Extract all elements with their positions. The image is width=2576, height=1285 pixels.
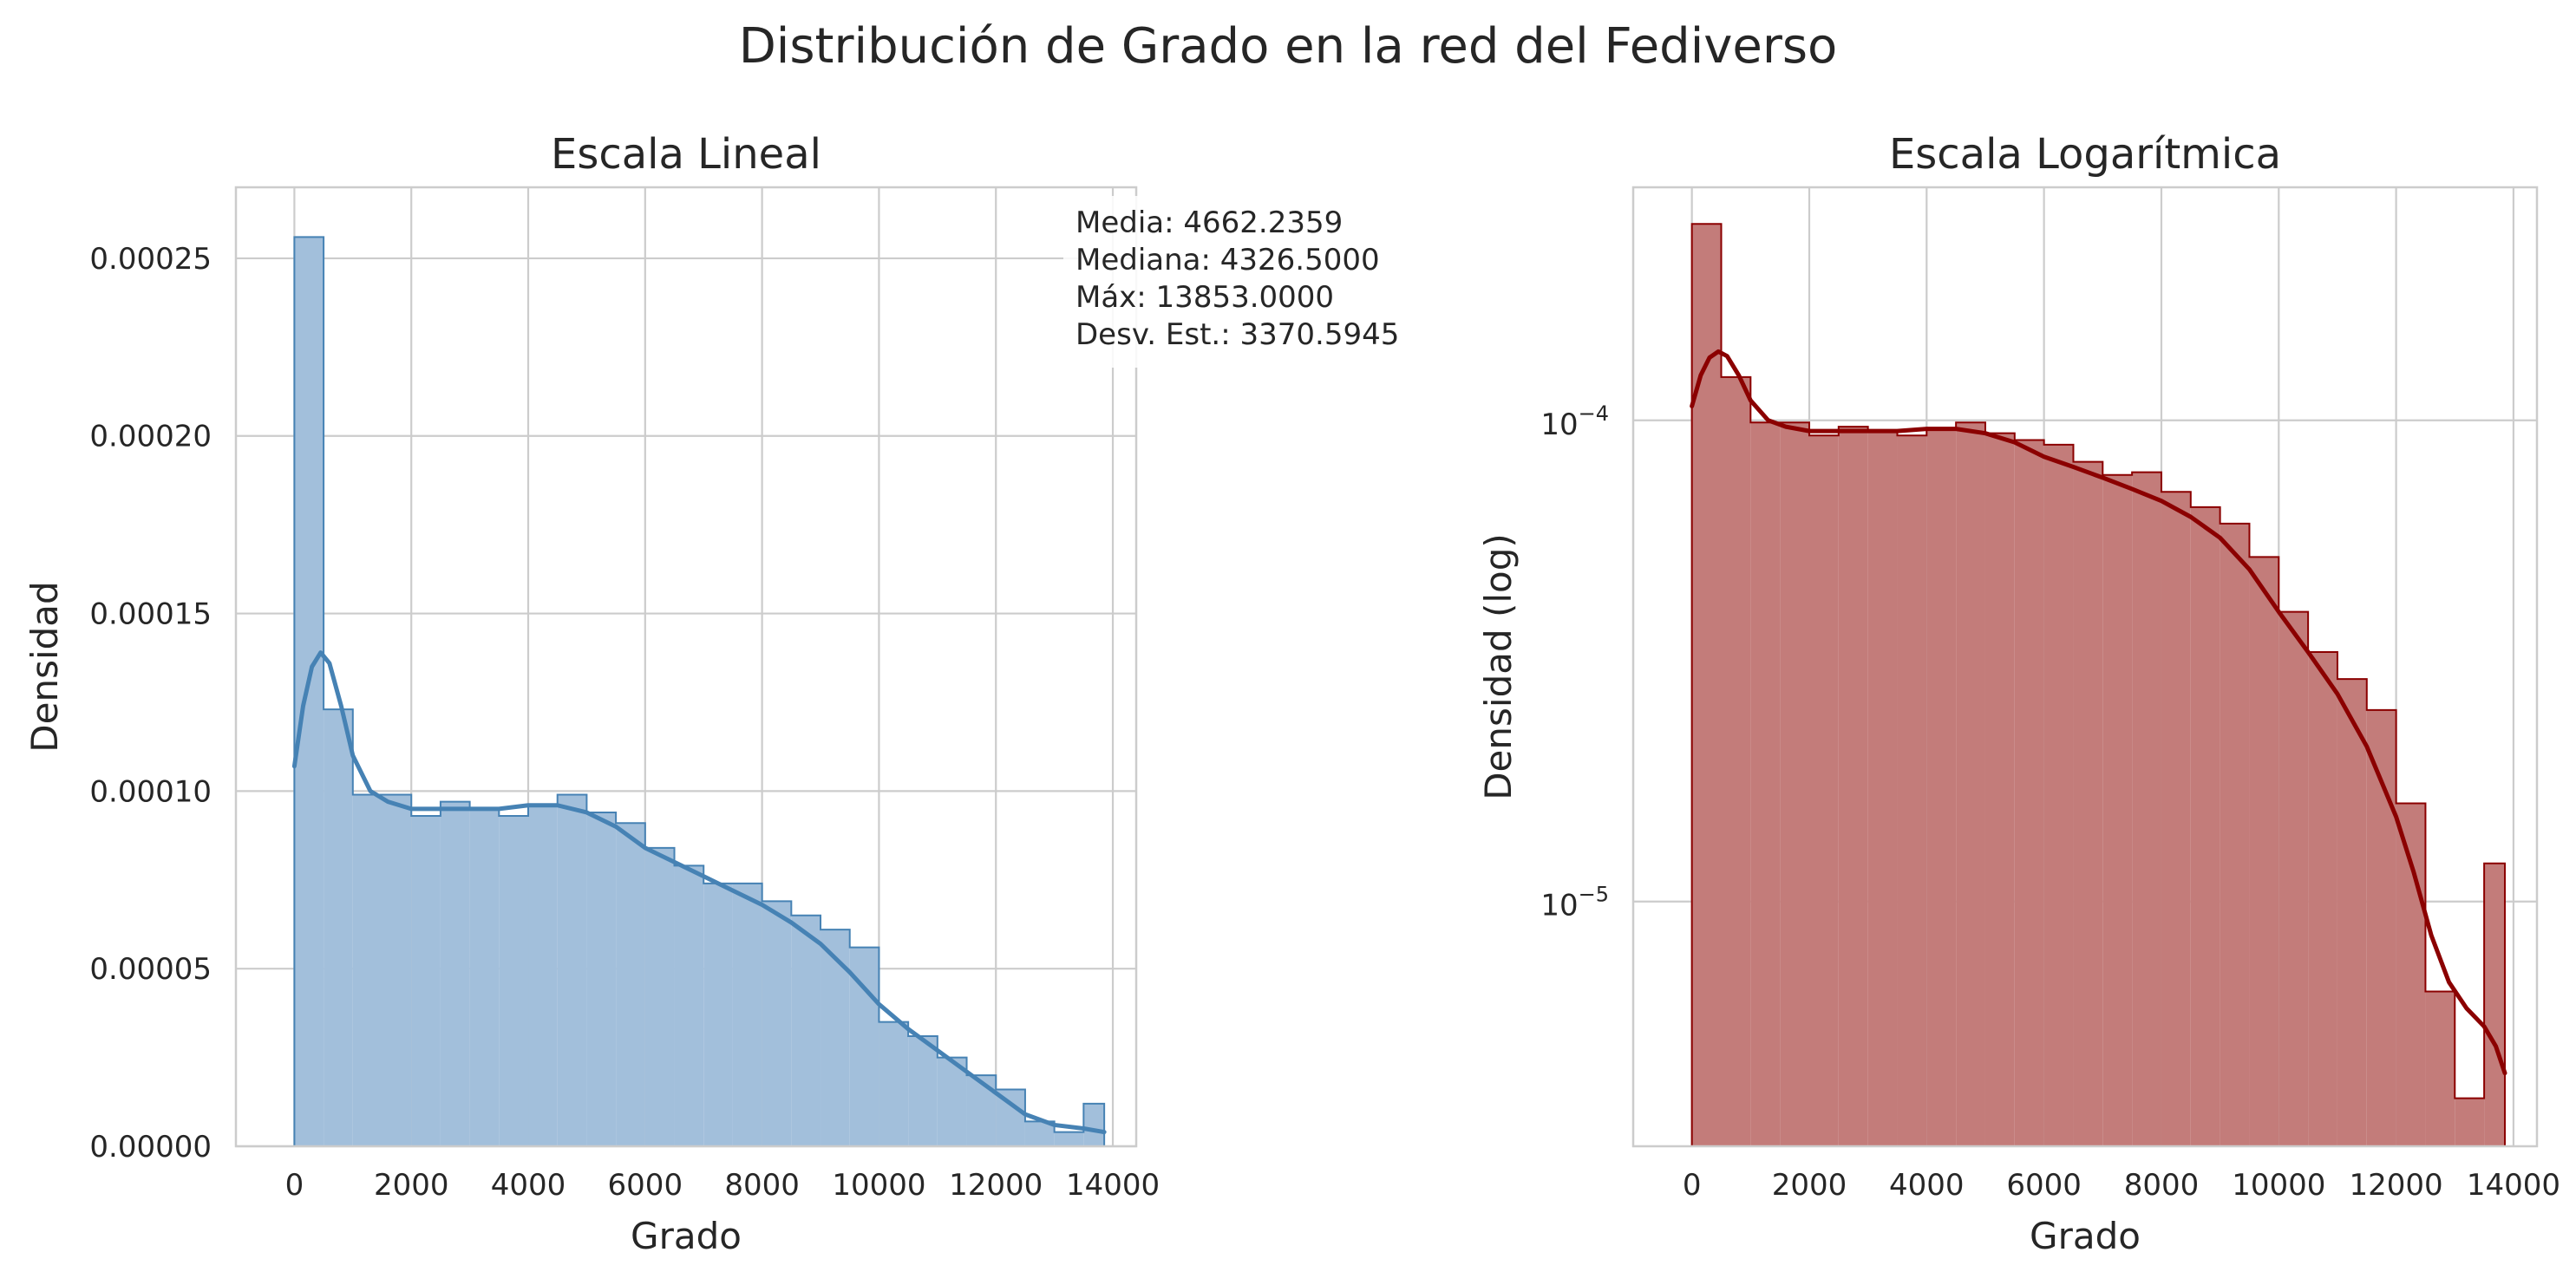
x-tick-label: 4000 [1889, 1168, 1965, 1203]
histogram-bar [2366, 709, 2396, 1146]
histogram-bar [2249, 557, 2279, 1146]
histogram-bar [1024, 1121, 1055, 1146]
figure-title: Distribución de Grado en la red del Fedi… [739, 18, 1838, 75]
histogram-bar [324, 709, 353, 1146]
histogram-bar [382, 794, 412, 1146]
x-tick-label: 2000 [1772, 1168, 1847, 1203]
stats-line: Media: 4662.2359 [1076, 205, 1343, 240]
histogram-bar [1083, 1103, 1105, 1146]
y-tick-label: 0.00015 [89, 597, 212, 632]
x-tick-label: 14000 [2467, 1168, 2560, 1203]
x-tick-label: 12000 [949, 1168, 1043, 1203]
histogram-bar [1808, 435, 1839, 1146]
histogram-bar [2396, 803, 2426, 1146]
x-tick-label: 6000 [2006, 1168, 2082, 1203]
x-axis-label: Grado [2030, 1215, 2141, 1257]
histogram-bar [2102, 474, 2133, 1146]
x-tick-label: 10000 [2232, 1168, 2325, 1203]
x-tick-label: 8000 [724, 1168, 800, 1203]
x-tick-label: 8000 [2124, 1168, 2200, 1203]
histogram-bar [2337, 679, 2367, 1146]
undefined-axes-frame [234, 186, 1138, 1148]
y-tick-label: 0.00020 [89, 420, 212, 454]
histogram-bar [1867, 431, 1898, 1147]
x-axis-label: Grado [631, 1215, 742, 1257]
stats-box [1063, 196, 1442, 368]
histogram-bar [1691, 224, 1722, 1146]
histogram-bar [762, 901, 792, 1146]
stats-line: Desv. Est.: 3370.5945 [1076, 317, 1399, 352]
y-axis-label: Densidad (log) [1477, 533, 1520, 800]
histogram-bar [1984, 433, 2015, 1146]
y-tick-label: 10−5 [1540, 883, 1609, 923]
histogram-bar [2014, 440, 2044, 1146]
histogram-bar [1838, 427, 1868, 1146]
x-tick-label: 4000 [491, 1168, 566, 1203]
x-tick-label: 14000 [1066, 1168, 1160, 1203]
histogram-bar [791, 915, 821, 1146]
log-scale-panel: 0 2000 4000 6000 8000 10000 12000 14000 10−5 10−4… [1477, 130, 2560, 1257]
histogram-bar [1897, 435, 1927, 1146]
histogram-bar [469, 808, 500, 1146]
histogram-bar [2279, 611, 2309, 1146]
histogram-bar [499, 816, 529, 1146]
histogram-bar [2073, 461, 2103, 1146]
histogram-bar [732, 883, 762, 1146]
histogram-bar [937, 1057, 967, 1146]
histogram-bar [557, 794, 587, 1146]
histogram-bar [2190, 506, 2220, 1146]
histogram-bar [703, 883, 733, 1146]
linear-scale-panel: 0 2000 4000 6000 8000 10000 12000 14000 0.00000 0… [23, 130, 1442, 1257]
undefined-subplot-title: Escala Logarítmica [1889, 130, 2281, 179]
histogram-bar [1956, 422, 1985, 1146]
x-tick-label: 2000 [374, 1168, 449, 1203]
kde-curve [291, 650, 1107, 1135]
y-tick-label: 10−4 [1540, 401, 1609, 442]
histogram-bar [616, 823, 645, 1146]
y-tick-label: 0.00010 [89, 774, 212, 809]
histogram-bar [2161, 492, 2191, 1146]
histogram-bar [1721, 376, 1751, 1146]
undefined-subplot-title: Escala Lineal [551, 130, 821, 179]
histogram-bar [908, 1036, 938, 1146]
histogram-bar [674, 865, 704, 1146]
histogram-bar [2425, 991, 2455, 1146]
histogram-bar [294, 237, 324, 1146]
histogram-bar [411, 816, 441, 1146]
x-tick-label: 10000 [832, 1168, 925, 1203]
histogram-bar [1780, 422, 1809, 1146]
histogram-bar [586, 812, 617, 1146]
histogram-bar [879, 1021, 909, 1146]
kde-curve [1690, 349, 2507, 1076]
histogram-bar [2455, 1098, 2485, 1146]
stats-line: Mediana: 4326.5000 [1076, 243, 1380, 277]
histogram-bar [1750, 422, 1781, 1146]
histogram-bar [352, 794, 382, 1146]
histogram-bar [528, 805, 558, 1146]
histogram-bar [1926, 428, 1957, 1146]
stats-line: Máx: 13853.0000 [1076, 280, 1334, 315]
histogram-bar [2484, 863, 2505, 1146]
y-tick-label: 0.00025 [89, 242, 212, 277]
y-tick-label: 0.00005 [89, 952, 212, 987]
histogram-bar [644, 847, 675, 1146]
histogram-bar [2308, 651, 2337, 1146]
histogram-bar [2043, 444, 2074, 1146]
x-tick-label: 0 [1683, 1168, 1702, 1203]
histogram-bar [1054, 1132, 1084, 1146]
histogram-bar [440, 801, 470, 1146]
undefined-axes-frame [1631, 186, 2539, 1148]
x-tick-label: 12000 [2350, 1168, 2443, 1203]
histogram-bar [966, 1075, 997, 1146]
histogram-bar [821, 930, 850, 1146]
y-axis-label: Densidad [23, 581, 66, 752]
histogram-bar [2220, 523, 2250, 1146]
x-tick-label: 6000 [608, 1168, 683, 1203]
x-tick-label: 0 [285, 1168, 304, 1203]
histogram-bar [2132, 472, 2161, 1146]
y-tick-label: 0.00000 [89, 1130, 212, 1164]
